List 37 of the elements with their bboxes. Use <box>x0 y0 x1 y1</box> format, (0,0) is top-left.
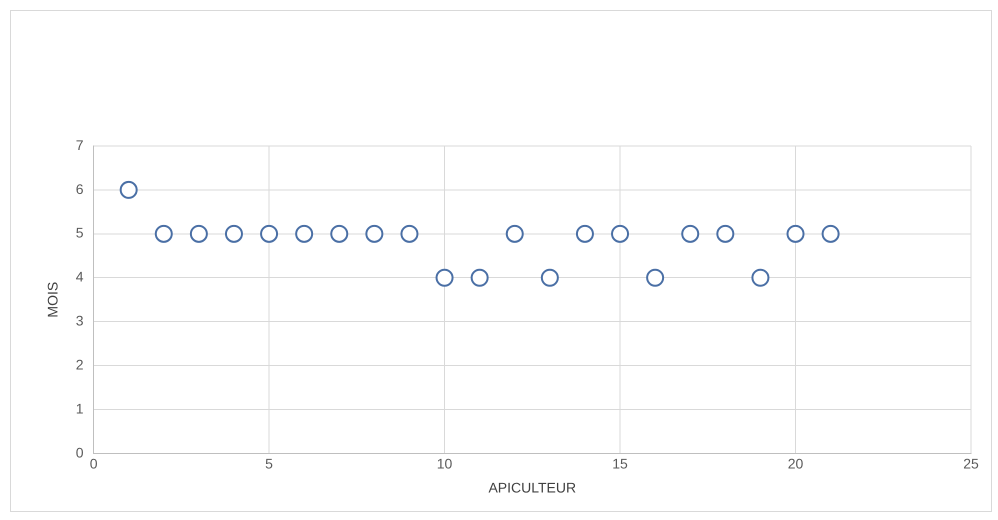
point <box>190 224 208 243</box>
point <box>436 268 454 287</box>
point <box>154 224 173 243</box>
y-tick-label: 4 <box>76 268 84 285</box>
point <box>330 224 348 243</box>
x-tick-label: 15 <box>612 456 628 472</box>
y-tick-label: 0 <box>76 444 84 460</box>
x-axis-title: APICULTEUR <box>488 479 576 496</box>
x-tick-label: 10 <box>436 456 453 472</box>
y-tick-label: 5 <box>76 224 84 241</box>
point <box>260 224 278 243</box>
point <box>716 224 734 243</box>
point <box>786 224 805 243</box>
point <box>540 268 559 287</box>
point <box>506 224 524 243</box>
point <box>576 224 594 243</box>
y-tick-label: 6 <box>76 180 84 197</box>
point <box>646 268 664 287</box>
x-tick-label: 25 <box>963 456 979 472</box>
x-tick-label: 5 <box>265 456 274 472</box>
point <box>681 224 700 243</box>
y-axis-title: MOIS <box>44 282 60 318</box>
point <box>822 224 840 243</box>
point <box>470 268 489 287</box>
point <box>295 224 314 243</box>
y-tick-label: 2 <box>76 356 84 372</box>
point <box>611 224 630 243</box>
y-tick-label: 1 <box>76 400 84 416</box>
point <box>224 224 243 243</box>
point <box>120 180 138 199</box>
point <box>400 224 418 243</box>
point <box>751 268 770 287</box>
x-tick-label: 20 <box>788 456 804 472</box>
x-tick-label: 0 <box>90 456 98 472</box>
point <box>365 224 384 243</box>
y-tick-label: 7 <box>76 136 84 153</box>
y-tick-label: 3 <box>76 312 84 329</box>
